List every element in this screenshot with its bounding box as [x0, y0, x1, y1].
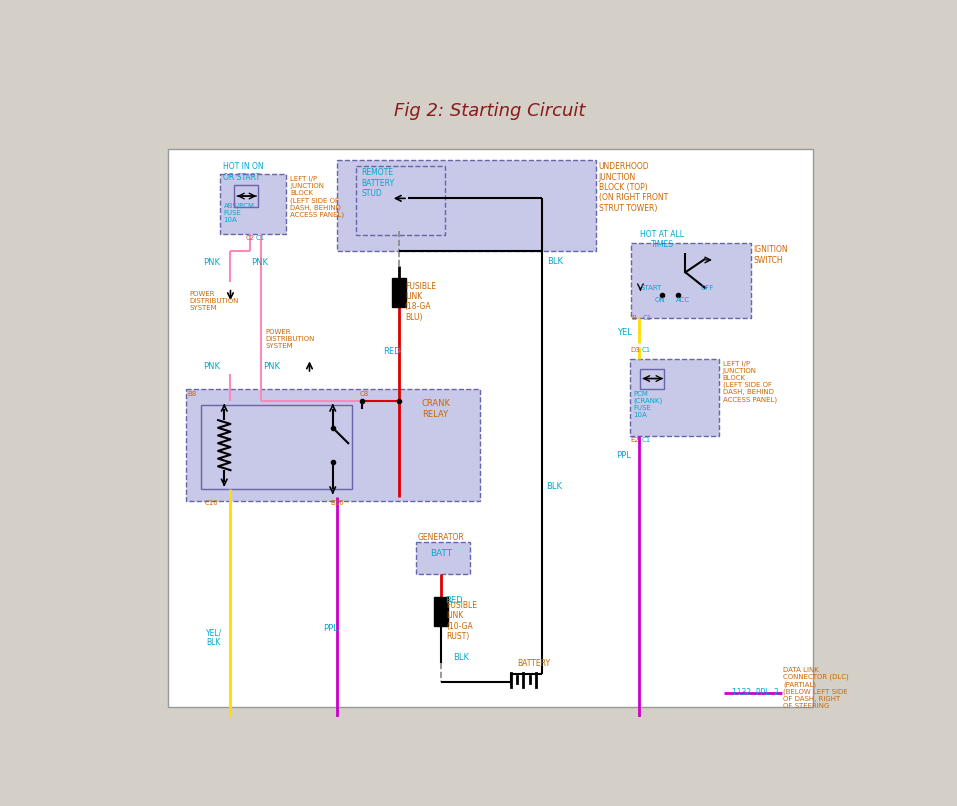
Text: ABS/PCM
FUSE
10A: ABS/PCM FUSE 10A	[224, 203, 255, 223]
Text: START: START	[640, 285, 662, 292]
Text: RED: RED	[383, 347, 401, 356]
Text: C10: C10	[205, 501, 218, 506]
Text: DATA LINK
CONNECTOR (DLC)
(PARTIAL)
(BELOW LEFT SIDE
OF DASH, RIGHT
OF STEERING: DATA LINK CONNECTOR (DLC) (PARTIAL) (BEL…	[783, 667, 849, 709]
Text: C8: C8	[360, 391, 369, 397]
Text: CRANK
RELAY: CRANK RELAY	[422, 399, 451, 419]
Text: IGNITION
SWITCH: IGNITION SWITCH	[753, 245, 789, 264]
Text: PNK: PNK	[203, 363, 220, 372]
Text: BATT: BATT	[430, 549, 452, 558]
Text: D3: D3	[631, 347, 640, 353]
Text: PCM
(CRANK)
FUSE
10A: PCM (CRANK) FUSE 10A	[634, 391, 662, 418]
Text: FUSIBLE
LINK
(10-GA
RUST): FUSIBLE LINK (10-GA RUST)	[447, 601, 478, 642]
Text: UNDERHOOD
JUNCTION
BLOCK (TOP)
(ON RIGHT FRONT
STRUT TOWER): UNDERHOOD JUNCTION BLOCK (TOP) (ON RIGHT…	[598, 162, 668, 213]
Text: PNK: PNK	[252, 259, 268, 268]
Text: ON: ON	[655, 297, 665, 303]
Text: Fig 2: Starting Circuit: Fig 2: Starting Circuit	[394, 102, 586, 119]
Bar	[167, 149, 813, 707]
Text: E2: E2	[631, 437, 639, 443]
Text: OFF: OFF	[701, 285, 714, 292]
Bar	[391, 278, 406, 307]
Bar	[640, 368, 663, 389]
Text: ACC: ACC	[676, 297, 690, 303]
Bar	[415, 542, 470, 574]
Text: BLK: BLK	[453, 653, 469, 662]
Text: HOT AT ALL
TIMES: HOT AT ALL TIMES	[640, 230, 684, 249]
Text: POWER
DISTRIBUTION
SYSTEM: POWER DISTRIBUTION SYSTEM	[189, 291, 238, 311]
Text: PPL: PPL	[615, 451, 631, 460]
Text: BATTERY: BATTERY	[517, 659, 550, 668]
Text: C1: C1	[642, 437, 651, 443]
Text: C1: C1	[256, 235, 265, 241]
Bar	[201, 405, 352, 489]
Text: REMOTE
BATTERY
STUD: REMOTE BATTERY STUD	[362, 168, 394, 198]
Text: PPL: PPL	[323, 624, 338, 634]
Text: RED: RED	[445, 596, 463, 604]
Text: GENERATOR: GENERATOR	[418, 534, 465, 542]
Text: B10: B10	[330, 501, 345, 506]
Text: B8: B8	[187, 391, 196, 397]
Text: LEFT I/P
JUNCTION
BLOCK
(LEFT SIDE OF
DASH, BEHIND
ACCESS PANEL): LEFT I/P JUNCTION BLOCK (LEFT SIDE OF DA…	[290, 176, 345, 218]
Text: C2: C2	[245, 235, 255, 241]
Bar	[434, 597, 448, 626]
Text: LEFT I/P
JUNCTION
BLOCK
(LEFT SIDE OF
DASH, BEHIND
ACCESS PANEL): LEFT I/P JUNCTION BLOCK (LEFT SIDE OF DA…	[723, 361, 777, 403]
Bar	[337, 160, 596, 251]
Text: BLK: BLK	[545, 482, 562, 491]
Bar	[220, 174, 286, 234]
Bar	[631, 243, 751, 318]
Text: PNK: PNK	[203, 259, 220, 268]
Text: YEL: YEL	[617, 328, 632, 337]
Bar	[234, 185, 257, 207]
Text: PNK: PNK	[263, 363, 280, 372]
Bar	[186, 389, 480, 501]
Bar	[631, 359, 720, 435]
Text: 1132  PPL  2: 1132 PPL 2	[732, 688, 779, 697]
Text: C1: C1	[643, 315, 652, 322]
Bar	[356, 166, 445, 235]
Text: BLK: BLK	[547, 257, 564, 266]
Text: POWER
DISTRIBUTION
SYSTEM: POWER DISTRIBUTION SYSTEM	[265, 330, 315, 349]
Text: HOT IN ON
OR START: HOT IN ON OR START	[223, 162, 263, 181]
Text: B: B	[631, 315, 635, 322]
Text: FUSIBLE
LINK
(18-GA
BLU): FUSIBLE LINK (18-GA BLU)	[405, 281, 435, 322]
Text: C1: C1	[642, 347, 651, 353]
Text: YEL/
BLK: YEL/ BLK	[207, 628, 223, 647]
